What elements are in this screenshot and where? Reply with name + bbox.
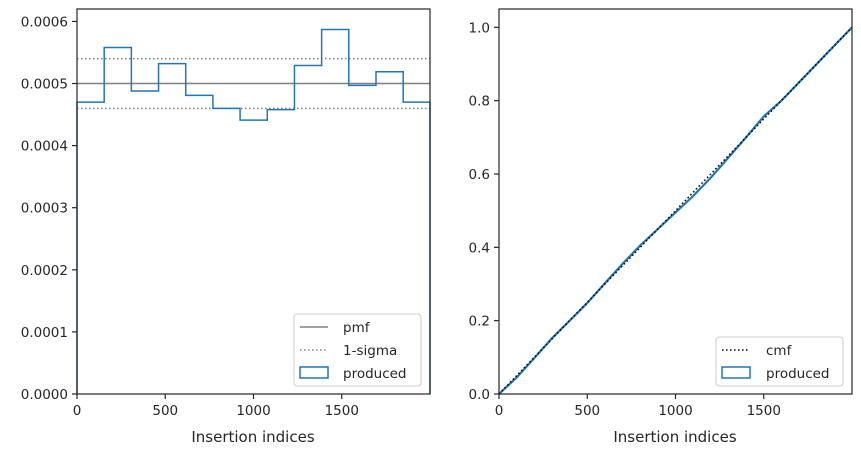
right-x-tick-label: 500	[574, 403, 600, 419]
left-x-ticks: 0 500 1000 1500	[73, 394, 359, 419]
left-x-tick-label: 1500	[325, 403, 359, 419]
right-x-tick-label: 1000	[658, 403, 692, 419]
right-y-tick-label: 1.0	[469, 20, 490, 36]
legend-sigma-label: 1-sigma	[343, 343, 397, 359]
left-y-tick-label: 0.0001	[21, 325, 68, 341]
left-legend: pmf 1-sigma produced	[293, 313, 422, 387]
right-legend: cmf produced	[715, 336, 844, 387]
right-y-ticks: 0.0 0.2 0.4 0.6 0.8 1.0	[469, 20, 499, 403]
left-chart: 0 500 1000 1500 0.00000.00010.00020.00030.0…	[21, 8, 431, 446]
left-x-tick-label: 1000	[236, 403, 270, 419]
legend-produced-patch-right	[721, 366, 751, 379]
legend-produced-label: produced	[343, 366, 407, 382]
left-y-tick-label: 0.0004	[21, 139, 68, 155]
cmf-line	[498, 26, 853, 395]
right-y-tick-label: 0.8	[469, 94, 490, 110]
right-x-tick-label: 0	[495, 403, 504, 419]
right-x-axis-title: Insertion indices	[613, 428, 736, 446]
left-y-tick-label: 0.0002	[21, 263, 68, 279]
left-y-tick-label: 0.0000	[21, 387, 68, 403]
right-legend-box	[715, 336, 844, 387]
legend-produced-label-right: produced	[766, 366, 830, 382]
left-y-tick-label: 0.0003	[21, 201, 68, 217]
right-y-tick-label: 0.2	[469, 314, 490, 330]
left-x-tick-label: 500	[152, 403, 178, 419]
left-y-tick-label: 0.0006	[21, 14, 68, 30]
left-x-tick-label: 0	[73, 403, 82, 419]
legend-produced-patch	[299, 366, 329, 379]
right-chart: 0 500 1000 1500 0.0 0.2 0.4 0.6 0.8 1.0 Insertio…	[469, 8, 853, 446]
left-y-tick-label: 0.0005	[21, 77, 68, 93]
right-y-tick-label: 0.6	[469, 167, 490, 183]
right-plot-area	[498, 26, 853, 395]
right-x-ticks: 0 500 1000 1500	[495, 394, 781, 419]
legend-pmf-label: pmf	[343, 320, 371, 336]
right-y-tick-label: 0.4	[469, 240, 490, 256]
produced-histogram	[76, 28, 431, 394]
right-x-tick-label: 1500	[747, 403, 781, 419]
left-legend-box	[293, 313, 422, 387]
right-axes-frame	[498, 8, 853, 395]
left-y-ticks: 0.0000 0.0001 0.0002 0.0003 0.0004 0.0005 0.00…	[21, 14, 77, 403]
right-y-tick-label: 0.0	[469, 387, 490, 403]
legend-cmf-label: cmf	[766, 343, 793, 359]
left-x-axis-title: Insertion indices	[191, 428, 314, 446]
left-plot-area	[76, 28, 431, 394]
